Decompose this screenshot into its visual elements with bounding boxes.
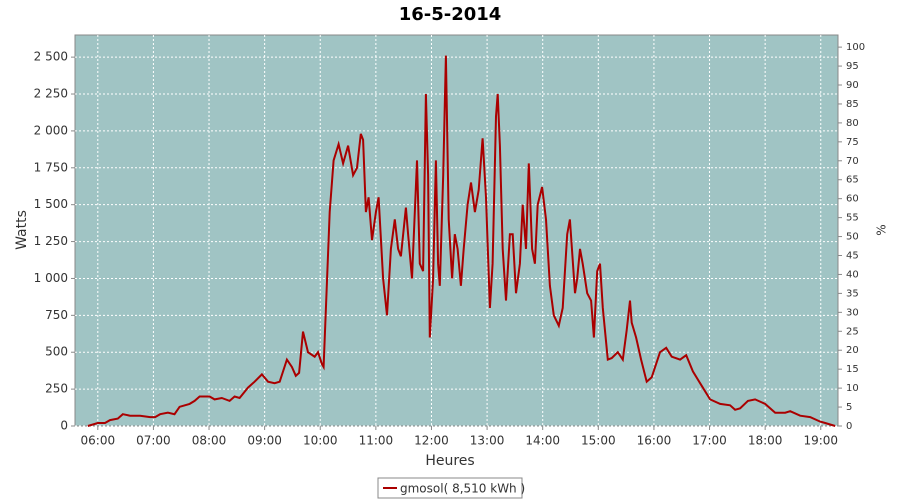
y2-tick-label: 25: [846, 326, 859, 337]
y2-tick-label: 65: [846, 175, 859, 186]
x-tick-label: 19:00: [803, 434, 838, 448]
y2-tick-label: 35: [846, 288, 859, 299]
y2-tick-label: 100: [846, 42, 865, 53]
y-tick-label: 2 000: [34, 123, 68, 137]
y-axis-label: Watts: [14, 210, 30, 250]
y-tick-label: 250: [45, 382, 68, 396]
y-tick-label: 0: [60, 419, 68, 433]
y-tick-label: 750: [45, 308, 68, 322]
y2-tick-label: 20: [846, 345, 859, 356]
y-tick-label: 1 000: [34, 271, 68, 285]
y2-tick-label: 10: [846, 383, 859, 394]
y-tick-label: 1 250: [34, 234, 68, 248]
x-axis-label: Heures: [425, 453, 474, 469]
y2-tick-label: 95: [846, 61, 859, 72]
x-tick-label: 06:00: [81, 434, 116, 448]
y2-tick-label: 40: [846, 269, 859, 280]
y2-tick-label: 70: [846, 156, 859, 167]
x-tick-label: 10:00: [303, 434, 338, 448]
x-tick-label: 16:00: [637, 434, 672, 448]
x-tick-label: 07:00: [136, 434, 171, 448]
x-tick-label: 17:00: [692, 434, 727, 448]
legend-label: gmosol( 8,510 kWh ): [400, 482, 525, 496]
y-tick-label: 500: [45, 345, 68, 359]
chart-title: 16-5-2014: [399, 4, 502, 25]
x-tick-label: 08:00: [192, 434, 227, 448]
y-tick-label: 2 250: [34, 87, 68, 101]
y2-tick-label: 45: [846, 251, 859, 262]
y2-tick-label: 15: [846, 364, 859, 375]
plot-area: [74, 34, 839, 427]
x-tick-label: 11:00: [359, 434, 394, 448]
y2-tick-label: 55: [846, 213, 859, 224]
legend-box: [377, 477, 523, 499]
y2-tick-label: 5: [846, 402, 852, 413]
x-tick-label: 09:00: [247, 434, 282, 448]
y2-tick-label: 50: [846, 232, 859, 243]
x-tick-label: 15:00: [581, 434, 616, 448]
series-line: [87, 55, 836, 427]
y-tick-label: 1 500: [34, 197, 68, 211]
x-tick-label: 18:00: [748, 434, 783, 448]
y2-axis-label: %: [875, 224, 889, 235]
y2-tick-label: 60: [846, 194, 859, 205]
x-tick-label: 13:00: [470, 434, 505, 448]
y2-tick-label: 0: [846, 421, 852, 432]
y2-tick-label: 75: [846, 137, 859, 148]
y2-tick-label: 80: [846, 118, 859, 129]
y-tick-label: 1 750: [34, 160, 68, 174]
y2-tick-label: 90: [846, 80, 859, 91]
x-tick-label: 14:00: [525, 434, 560, 448]
y-tick-label: 2 500: [34, 50, 68, 64]
y2-tick-label: 85: [846, 99, 859, 110]
x-tick-label: 12:00: [414, 434, 449, 448]
y2-tick-label: 30: [846, 307, 859, 318]
